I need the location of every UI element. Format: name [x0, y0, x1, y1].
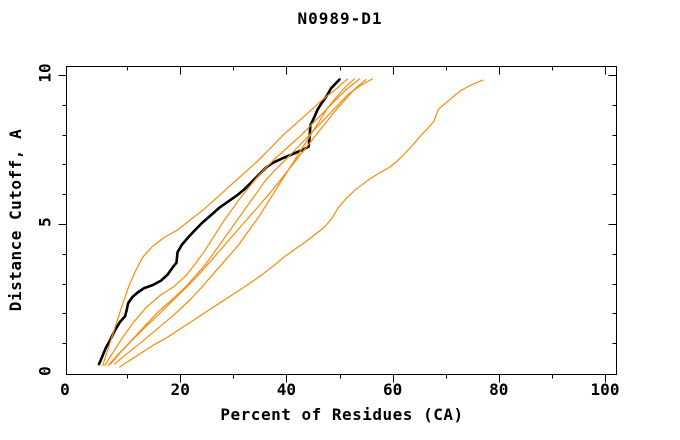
series-line-model-4: [109, 78, 367, 365]
x-tick-label: 100: [590, 380, 620, 399]
x-tick-label: 20: [170, 380, 190, 399]
x-tick-label: 80: [489, 380, 509, 399]
series-line-model-1: [102, 78, 349, 367]
series-line-model-3: [107, 78, 373, 367]
series-line-model-6: [119, 79, 484, 368]
series-line-model-5: [113, 78, 355, 365]
series-line-highlighted-model: [97, 78, 341, 366]
plot-frame: [66, 66, 617, 375]
y-tick-label: 10: [35, 63, 55, 83]
x-tick-label: 60: [382, 380, 403, 399]
y-tick-label: 5: [35, 217, 55, 227]
x-axis-label: Percent of Residues (CA): [220, 405, 464, 424]
y-tick-label: 0: [35, 366, 55, 376]
x-tick-label: 0: [60, 380, 70, 399]
axis-ticks: [58, 66, 617, 383]
series-line-model-2: [104, 78, 361, 367]
chart-title: N0989-D1: [297, 9, 383, 28]
x-tick-label: 40: [276, 380, 297, 399]
